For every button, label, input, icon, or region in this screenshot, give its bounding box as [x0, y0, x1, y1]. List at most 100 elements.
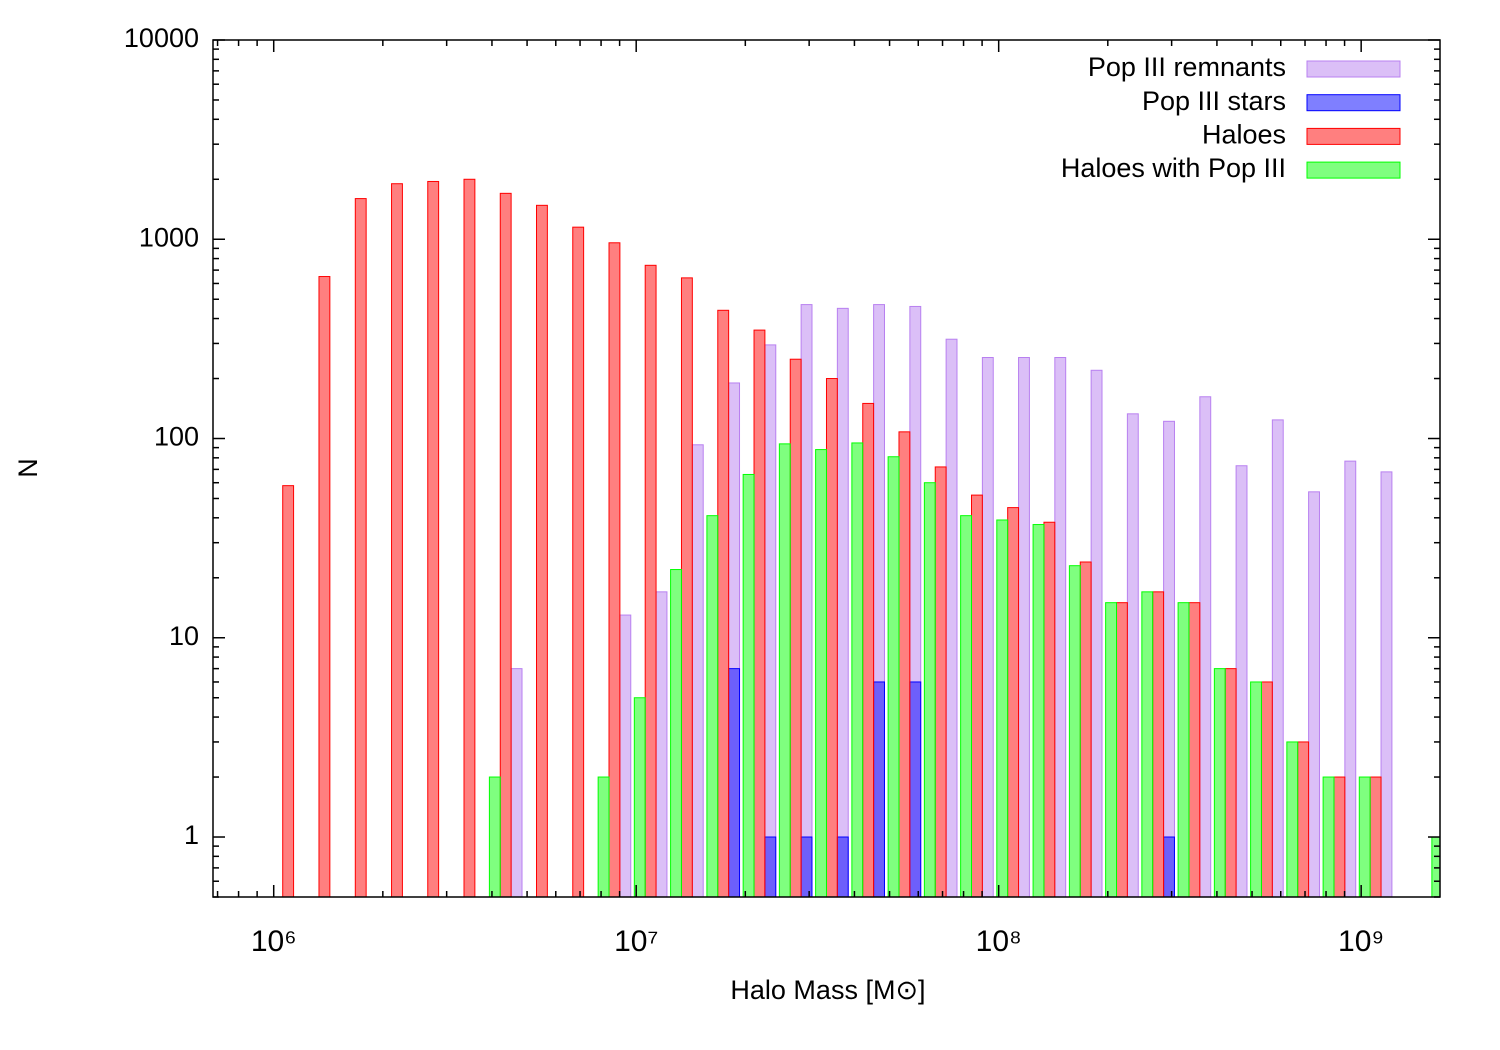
bar	[572, 226, 585, 897]
bar	[800, 836, 813, 897]
bar	[1188, 602, 1201, 897]
bar	[1286, 741, 1299, 897]
bar	[691, 444, 704, 897]
bar	[862, 402, 875, 897]
bar	[1141, 591, 1154, 897]
bar	[1032, 524, 1045, 897]
bar	[1105, 602, 1118, 897]
bar	[728, 668, 741, 897]
bar	[1322, 776, 1335, 897]
bar	[945, 338, 958, 897]
legend: Pop III remnants Pop III stars HaloesHaloe…	[1061, 52, 1401, 183]
bar	[391, 183, 403, 897]
bar	[633, 697, 646, 897]
legend-label: Pop III remnants	[1088, 52, 1286, 82]
bar	[1163, 836, 1175, 897]
bar	[510, 668, 523, 897]
bar	[536, 204, 548, 897]
bar	[1369, 776, 1382, 897]
bar	[1126, 413, 1139, 897]
bar	[318, 276, 331, 897]
x-tick-label: 10⁷	[614, 925, 658, 958]
legend-label: Haloes	[1202, 120, 1286, 150]
bar	[1260, 681, 1273, 897]
axes	[212, 39, 1441, 898]
bar	[619, 614, 632, 897]
bar	[971, 494, 983, 897]
bar	[778, 443, 791, 897]
bar	[1344, 460, 1357, 897]
bar	[499, 192, 512, 897]
bar	[742, 473, 755, 897]
bar	[354, 198, 367, 897]
bar	[800, 304, 813, 897]
bar	[851, 442, 864, 897]
bar	[655, 591, 668, 897]
legend-swatch	[1306, 60, 1401, 78]
bar	[1152, 591, 1165, 897]
bar	[1308, 491, 1320, 897]
y-tick-label: 1000	[139, 222, 199, 252]
x-axis-label: Halo Mass [M⊙]	[730, 975, 925, 1005]
x-tick-label: 10⁹	[1338, 925, 1384, 958]
bar	[488, 776, 501, 897]
bar	[789, 358, 802, 897]
legend-label: Pop III stars	[1142, 86, 1286, 116]
bar	[644, 264, 657, 897]
bar	[836, 836, 849, 897]
bar	[1116, 602, 1128, 897]
bar	[836, 307, 849, 897]
bar	[1213, 668, 1226, 897]
bar	[1271, 419, 1284, 897]
bar	[1043, 521, 1056, 897]
bar	[815, 449, 827, 897]
bar	[873, 681, 885, 897]
legend-swatch	[1306, 127, 1401, 145]
bar	[1235, 465, 1248, 897]
y-axis-label: N	[13, 458, 43, 478]
bar	[427, 180, 440, 897]
x-tick-label: 10⁶	[251, 925, 297, 958]
y-tick-label: 1	[184, 820, 199, 850]
y-tick-label: 10	[169, 621, 199, 651]
bar	[1007, 507, 1020, 897]
bar	[680, 277, 693, 897]
legend-swatch	[1306, 161, 1401, 179]
bar	[463, 178, 476, 897]
bar	[1079, 561, 1092, 897]
bar	[1297, 741, 1310, 897]
bar	[1054, 357, 1067, 897]
bars	[282, 178, 1440, 897]
bar	[923, 482, 936, 897]
plot-frame	[212, 39, 1441, 898]
bar	[934, 466, 947, 897]
bar	[1177, 602, 1190, 897]
bar	[1018, 357, 1030, 897]
bar	[1358, 776, 1371, 897]
bar	[706, 515, 719, 897]
bar	[1380, 471, 1393, 897]
bar	[717, 309, 730, 897]
bar	[825, 378, 838, 897]
bar	[887, 456, 900, 897]
bar	[597, 776, 610, 897]
bar	[1163, 420, 1175, 897]
bar	[670, 569, 682, 897]
bar	[909, 681, 922, 897]
bar	[1333, 776, 1346, 897]
legend-label: Haloes with Pop III	[1061, 153, 1286, 183]
bar	[981, 357, 994, 897]
bar	[996, 519, 1009, 897]
bar	[753, 329, 766, 897]
bar	[1199, 396, 1212, 897]
bar	[1090, 369, 1103, 897]
x-tick-label: 10⁸	[976, 925, 1022, 958]
y-tick-label: 10000	[124, 23, 199, 53]
y-tick-label: 100	[154, 422, 199, 452]
bar	[764, 344, 777, 897]
bar	[764, 836, 777, 897]
bar	[282, 485, 295, 897]
bar	[1224, 668, 1237, 897]
legend-swatch	[1306, 94, 1401, 112]
